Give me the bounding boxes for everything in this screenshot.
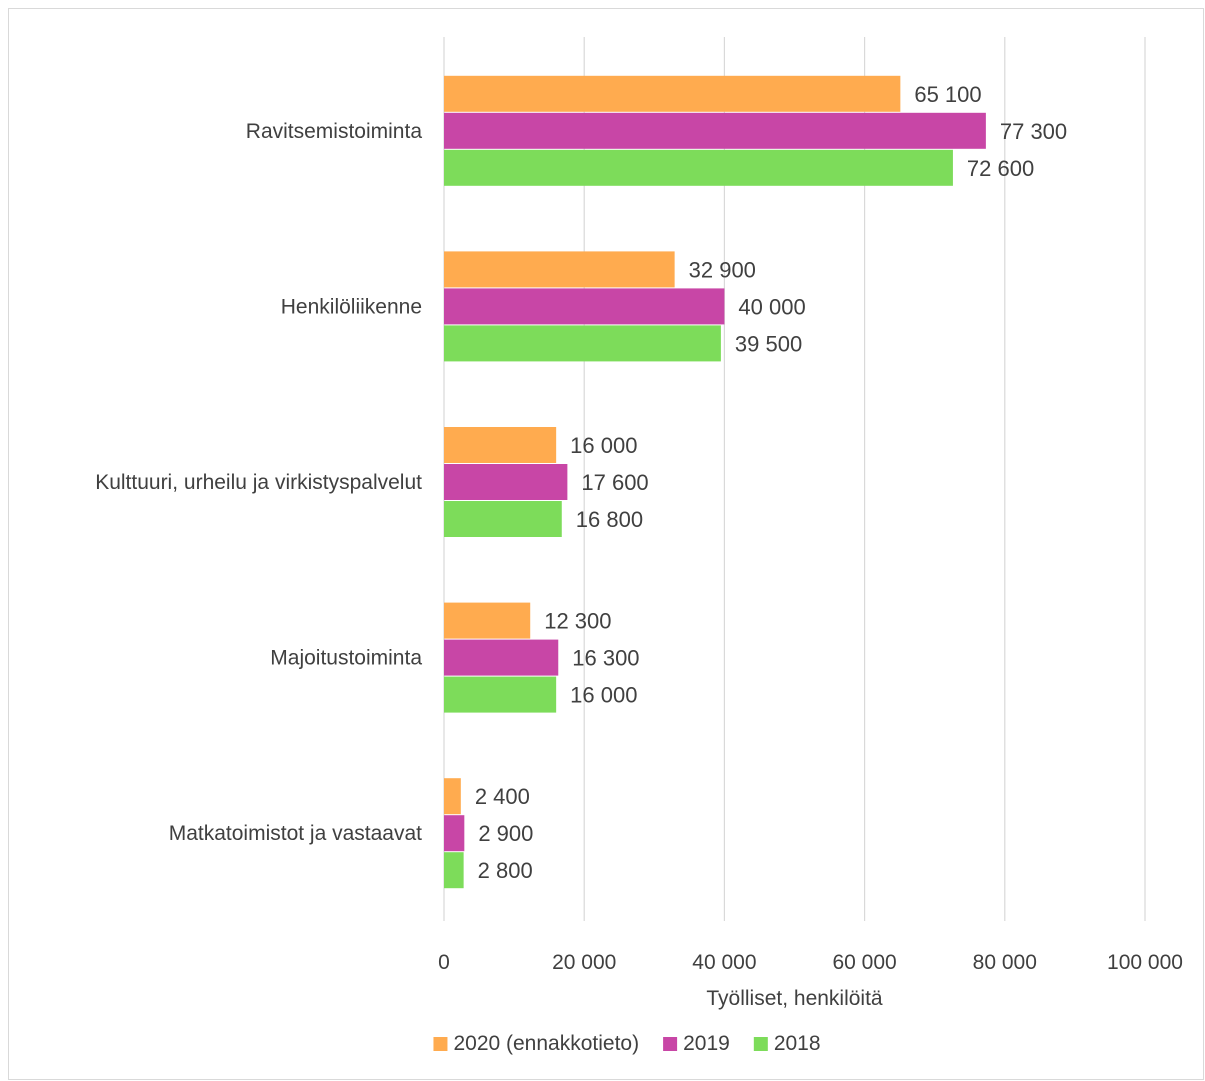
legend-swatch-1: [663, 1037, 678, 1051]
legend-label-0: 2020 (ennakkotieto): [453, 1032, 639, 1055]
bar-0-0: [444, 75, 901, 112]
bar-1-1: [444, 288, 725, 325]
x-tick-label-1: 20 000: [552, 951, 616, 974]
x-axis-title: Työlliset, henkilöitä: [706, 987, 883, 1010]
bar-3-0: [444, 602, 531, 639]
bar-0-2: [444, 149, 953, 186]
data-label-3-2: 16 000: [570, 683, 637, 708]
x-tick-label-4: 80 000: [973, 951, 1037, 974]
bar-2-0: [444, 427, 557, 463]
data-label-3-1: 16 300: [572, 646, 639, 671]
legend: 2020 (ennakkotieto) 2019 2018: [433, 1032, 821, 1055]
bar-3-1: [444, 639, 559, 676]
bar-2-2: [444, 501, 562, 537]
category-labels: Ravitsemistoiminta Henkilöliikenne Kulttuu…: [95, 120, 422, 845]
data-label-0-2: 72 600: [967, 156, 1034, 181]
legend-label-1: 2019: [683, 1032, 730, 1055]
data-label-1-1: 40 000: [738, 294, 805, 319]
data-label-4-0: 2 400: [475, 784, 530, 809]
data-label-2-2: 16 800: [576, 507, 643, 532]
legend-swatch-2: [753, 1037, 768, 1051]
bar-1-2: [444, 325, 721, 362]
bar-4-2: [444, 852, 464, 889]
data-label-4-1: 2 900: [478, 821, 533, 846]
legend-item-1: 2019: [663, 1032, 730, 1055]
category-label-0: Ravitsemistoiminta: [246, 120, 423, 143]
data-label-1-2: 39 500: [735, 331, 802, 356]
bars: [444, 75, 986, 889]
bar-0-1: [444, 112, 986, 149]
data-label-2-1: 17 600: [581, 470, 648, 495]
data-label-0-0: 65 100: [914, 82, 981, 107]
data-label-4-2: 2 800: [478, 858, 533, 883]
bar-4-1: [444, 815, 465, 852]
data-labels: 65 100 77 300 72 600 32 900 40 000 39 500 16 0…: [475, 82, 1067, 883]
legend-swatch-0: [433, 1037, 448, 1051]
bar-4-0: [444, 778, 461, 815]
bar-1-0: [444, 251, 675, 288]
legend-item-0: 2020 (ennakkotieto): [433, 1032, 639, 1055]
bar-2-1: [444, 464, 568, 500]
legend-item-2: 2018: [753, 1032, 821, 1055]
bar-3-2: [444, 676, 557, 713]
x-tick-label-2: 40 000: [692, 951, 756, 974]
category-label-2: Kulttuuri, urheilu ja virkistyspalvelut: [95, 471, 422, 494]
data-label-2-0: 16 000: [570, 433, 637, 458]
bar-chart: 65 100 77 300 72 600 32 900 40 000 39 500 16 0…: [95, 37, 1183, 1055]
data-label-3-0: 12 300: [544, 609, 611, 634]
x-tick-label-5: 100 000: [1107, 951, 1183, 974]
category-label-1: Henkilöliikenne: [281, 295, 422, 318]
x-tick-label-3: 60 000: [832, 951, 896, 974]
legend-label-2: 2018: [774, 1032, 821, 1055]
x-tick-labels: 0 20 000 40 000 60 000 80 000 100 000: [438, 951, 1183, 974]
category-label-4: Matkatoimistot ja vastaavat: [169, 822, 422, 845]
data-label-1-0: 32 900: [689, 257, 756, 282]
chart-frame: 65 100 77 300 72 600 32 900 40 000 39 500 16 0…: [8, 8, 1204, 1080]
x-tick-label-0: 0: [438, 951, 450, 974]
category-label-3: Majoitustoiminta: [270, 647, 422, 670]
data-label-0-1: 77 300: [1000, 119, 1067, 144]
